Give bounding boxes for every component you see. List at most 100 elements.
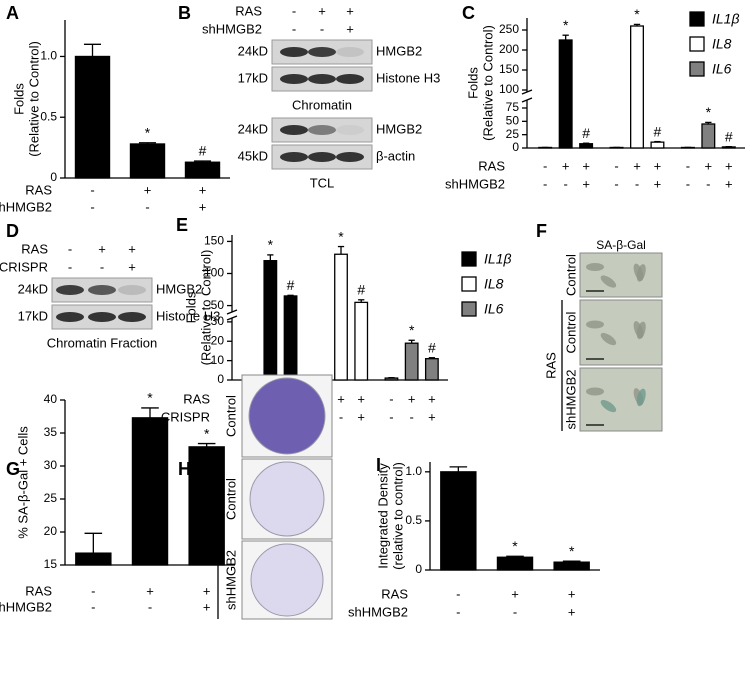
- condition-sign: +: [199, 182, 207, 197]
- y-tick-label: 25: [44, 491, 58, 505]
- bar: [558, 39, 573, 149]
- y-tick-label: 0: [512, 140, 519, 154]
- y-tick-label: 75: [506, 100, 520, 114]
- micrograph: [579, 299, 663, 366]
- legend-label: IL8: [712, 36, 732, 52]
- condition-sign: +: [128, 241, 136, 256]
- molecular-weight: 24kD: [238, 43, 268, 58]
- condition-name: shHMGB2: [445, 176, 505, 191]
- blot-band: [88, 312, 116, 322]
- condition-sign: -: [635, 176, 639, 191]
- y-axis-label: Folds: [11, 83, 26, 115]
- significance-mark: *: [204, 425, 210, 441]
- blot-band: [88, 285, 116, 295]
- y-tick-label: 50: [211, 298, 225, 312]
- blot-band: [308, 152, 336, 162]
- bar: [424, 358, 439, 381]
- y-tick-label: 200: [499, 42, 519, 56]
- y-tick-label: 30: [44, 458, 58, 472]
- axis-break: [226, 315, 238, 321]
- condition-sign: +: [144, 182, 152, 197]
- condition-sign: +: [705, 158, 713, 173]
- blot-band: [280, 125, 308, 135]
- protein-label: β-actin: [376, 148, 415, 163]
- bar: [184, 161, 221, 179]
- blot-caption: Chromatin Fraction: [47, 335, 158, 350]
- cell: [636, 321, 646, 340]
- micrograph: [579, 252, 663, 298]
- bar: [283, 295, 298, 381]
- y-tick-label: 30: [211, 314, 225, 328]
- condition-sign: -: [91, 583, 95, 598]
- condition-sign: -: [148, 599, 152, 614]
- condition-sign: -: [543, 176, 547, 191]
- bar: [74, 55, 111, 179]
- significance-mark: #: [582, 125, 590, 141]
- panel-label: B: [178, 3, 191, 23]
- condition-sign: +: [582, 176, 590, 191]
- molecular-weight: 24kD: [238, 121, 268, 136]
- significance-mark: #: [287, 277, 295, 293]
- legend-label: IL6: [712, 61, 732, 77]
- row-label: Control: [563, 254, 578, 296]
- condition-sign: +: [346, 21, 354, 36]
- y-axis-label: Integrated Density: [375, 463, 390, 569]
- blot-band: [280, 74, 308, 84]
- blot-band: [118, 312, 146, 322]
- y-tick-label: 150: [499, 62, 519, 76]
- y-tick-label: 35: [44, 425, 58, 439]
- panel-label: A: [6, 3, 19, 23]
- y-tick-label: 250: [499, 22, 519, 36]
- y-tick-label: 100: [204, 266, 224, 280]
- significance-mark: #: [428, 339, 436, 355]
- panel-label: G: [6, 459, 20, 479]
- significance-mark: *: [268, 237, 274, 253]
- molecular-weight: 17kD: [238, 70, 268, 85]
- condition-sign: +: [633, 158, 641, 173]
- significance-mark: #: [654, 123, 662, 139]
- condition-sign: -: [563, 176, 567, 191]
- condition-name: RAS: [235, 3, 262, 18]
- condition-sign: -: [614, 158, 618, 173]
- cell: [636, 388, 646, 407]
- bar: [75, 552, 112, 566]
- cell: [636, 264, 646, 282]
- bar: [630, 25, 644, 149]
- molecular-weight: 45kD: [238, 148, 268, 163]
- significance-mark: *: [569, 543, 575, 559]
- condition-sign: +: [146, 583, 154, 598]
- blot-band: [336, 74, 364, 84]
- y-tick-label: 0: [415, 562, 422, 576]
- panel-label: D: [6, 221, 19, 241]
- legend-label: IL6: [484, 301, 504, 317]
- condition-sign: +: [654, 158, 662, 173]
- condition-sign: +: [428, 409, 436, 424]
- bar: [129, 143, 166, 179]
- cell: [586, 320, 604, 329]
- y-tick-label: 15: [44, 557, 58, 571]
- y-axis-label: (relative to control): [390, 462, 405, 570]
- bar: [334, 253, 348, 381]
- condition-name: CRISPR: [161, 409, 210, 424]
- condition-sign: +: [568, 586, 576, 601]
- condition-sign: +: [428, 391, 436, 406]
- blot-caption: Chromatin: [292, 97, 352, 112]
- condition-sign: +: [654, 176, 662, 191]
- significance-mark: *: [706, 104, 712, 120]
- legend-label: IL8: [484, 276, 504, 292]
- significance-mark: *: [512, 538, 518, 554]
- panel-label: E: [176, 215, 188, 235]
- condition-sign: +: [203, 599, 211, 614]
- condition-sign: +: [203, 583, 211, 598]
- condition-name: shHMGB2: [0, 599, 52, 614]
- row-label: Control: [223, 478, 238, 520]
- y-tick-label: 1.0: [405, 464, 422, 478]
- legend-label: IL1β: [484, 251, 511, 267]
- condition-sign: -: [389, 391, 393, 406]
- cell: [600, 399, 617, 413]
- condition-sign: +: [318, 3, 326, 18]
- bar: [553, 561, 590, 571]
- condition-sign: +: [337, 391, 345, 406]
- protein-label: Histone H3: [376, 70, 440, 85]
- panel-label: H: [178, 459, 191, 479]
